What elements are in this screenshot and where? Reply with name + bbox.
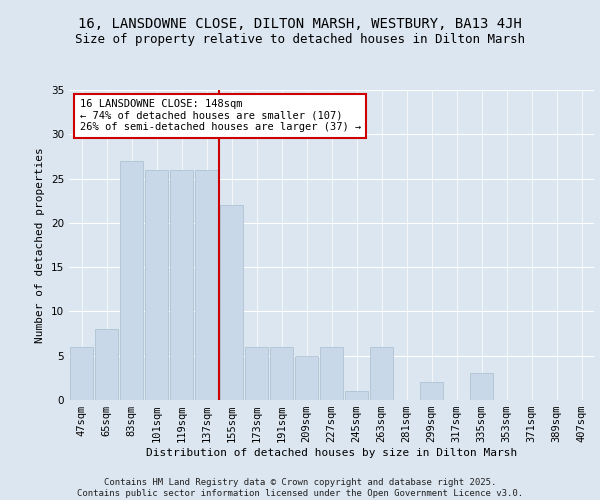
Bar bbox=[145, 170, 168, 400]
Bar bbox=[120, 161, 143, 400]
Bar bbox=[170, 170, 193, 400]
Bar bbox=[345, 391, 368, 400]
Text: 16 LANSDOWNE CLOSE: 148sqm
← 74% of detached houses are smaller (107)
26% of sem: 16 LANSDOWNE CLOSE: 148sqm ← 74% of deta… bbox=[79, 100, 361, 132]
Text: 16, LANSDOWNE CLOSE, DILTON MARSH, WESTBURY, BA13 4JH: 16, LANSDOWNE CLOSE, DILTON MARSH, WESTB… bbox=[78, 18, 522, 32]
X-axis label: Distribution of detached houses by size in Dilton Marsh: Distribution of detached houses by size … bbox=[146, 448, 517, 458]
Text: Size of property relative to detached houses in Dilton Marsh: Size of property relative to detached ho… bbox=[75, 32, 525, 46]
Bar bbox=[95, 329, 118, 400]
Bar bbox=[320, 347, 343, 400]
Bar bbox=[370, 347, 393, 400]
Bar bbox=[420, 382, 443, 400]
Bar bbox=[295, 356, 318, 400]
Bar bbox=[245, 347, 268, 400]
Bar bbox=[195, 170, 218, 400]
Bar bbox=[470, 374, 493, 400]
Bar bbox=[270, 347, 293, 400]
Text: Contains HM Land Registry data © Crown copyright and database right 2025.
Contai: Contains HM Land Registry data © Crown c… bbox=[77, 478, 523, 498]
Bar bbox=[220, 205, 243, 400]
Y-axis label: Number of detached properties: Number of detached properties bbox=[35, 147, 46, 343]
Bar bbox=[70, 347, 93, 400]
